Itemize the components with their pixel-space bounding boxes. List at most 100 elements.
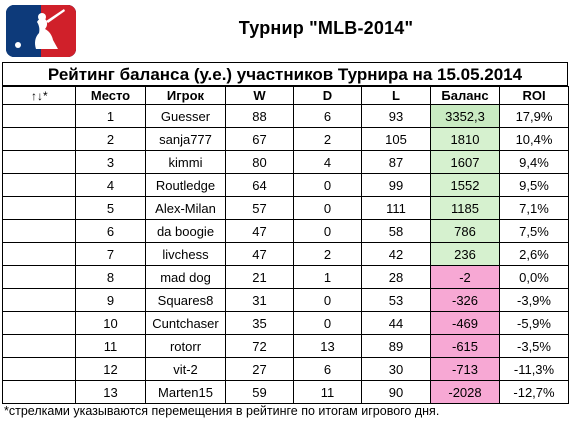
row-arrow (2, 127, 76, 151)
row-roi: 7,5% (499, 219, 569, 243)
column-header-losses[interactable]: L (361, 86, 431, 105)
page-title: Турнир "MLB-2014" (238, 18, 414, 38)
row-place: 12 (75, 357, 146, 381)
row-draws: 11 (293, 380, 362, 404)
row-wins: 47 (225, 219, 294, 243)
row-place: 5 (75, 196, 146, 220)
column-header-roi[interactable]: ROI (499, 86, 569, 105)
row-balance: -615 (430, 334, 500, 358)
column-header-player[interactable]: Игрок (145, 86, 226, 105)
row-losses: 99 (361, 173, 431, 197)
row-balance: 3352,3 (430, 104, 500, 128)
column-header-place[interactable]: Место (75, 86, 146, 105)
table-header-row: ↑↓* Место Игрок W D L Баланс ROI (2, 86, 569, 105)
rating-table: ↑↓* Место Игрок W D L Баланс ROI 1 Guesse… (2, 86, 569, 404)
row-arrow (2, 242, 76, 266)
row-losses: 30 (361, 357, 431, 381)
table-row: 7 livchess 47 2 42 236 2,6% (2, 242, 569, 266)
row-balance: -469 (430, 311, 500, 335)
table-row: 2 sanja777 67 2 105 1810 10,4% (2, 127, 569, 151)
row-balance: 1185 (430, 196, 500, 220)
column-header-arrows[interactable]: ↑↓* (2, 86, 76, 105)
column-header-balance[interactable]: Баланс (430, 86, 500, 105)
row-draws: 1 (293, 265, 362, 289)
row-roi: 0,0% (499, 265, 569, 289)
table-row: 5 Alex-Milan 57 0 111 1185 7,1% (2, 196, 569, 220)
rating-subtitle: Рейтинг баланса (у.е.) участников Турнир… (2, 62, 568, 86)
row-losses: 44 (361, 311, 431, 335)
row-place: 3 (75, 150, 146, 174)
row-draws: 4 (293, 150, 362, 174)
row-player: sanja777 (145, 127, 226, 151)
footnote: *стрелками указываются перемещения в рей… (4, 404, 440, 418)
row-wins: 72 (225, 334, 294, 358)
row-arrow (2, 150, 76, 174)
row-losses: 53 (361, 288, 431, 312)
row-place: 7 (75, 242, 146, 266)
row-roi: -3,9% (499, 288, 569, 312)
row-draws: 0 (293, 311, 362, 335)
table-row: 1 Guesser 88 6 93 3352,3 17,9% (2, 104, 569, 128)
row-place: 11 (75, 334, 146, 358)
row-place: 2 (75, 127, 146, 151)
row-player: Routledge (145, 173, 226, 197)
table-row: 4 Routledge 64 0 99 1552 9,5% (2, 173, 569, 197)
column-header-wins[interactable]: W (225, 86, 294, 105)
row-wins: 67 (225, 127, 294, 151)
row-player: Cuntchaser (145, 311, 226, 335)
row-arrow (2, 173, 76, 197)
row-balance: -2 (430, 265, 500, 289)
row-place: 10 (75, 311, 146, 335)
row-draws: 0 (293, 196, 362, 220)
row-losses: 111 (361, 196, 431, 220)
row-roi: -3,5% (499, 334, 569, 358)
row-wins: 57 (225, 196, 294, 220)
row-player: Alex-Milan (145, 196, 226, 220)
row-losses: 90 (361, 380, 431, 404)
row-player: kimmi (145, 150, 226, 174)
row-arrow (2, 357, 76, 381)
row-roi: -5,9% (499, 311, 569, 335)
column-header-draws[interactable]: D (293, 86, 362, 105)
row-player: livchess (145, 242, 226, 266)
table-row: 3 kimmi 80 4 87 1607 9,4% (2, 150, 569, 174)
row-place: 13 (75, 380, 146, 404)
row-losses: 42 (361, 242, 431, 266)
row-balance: 236 (430, 242, 500, 266)
row-balance: 786 (430, 219, 500, 243)
table-row: 8 mad dog 21 1 28 -2 0,0% (2, 265, 569, 289)
row-place: 8 (75, 265, 146, 289)
row-roi: 9,4% (499, 150, 569, 174)
row-draws: 0 (293, 173, 362, 197)
row-wins: 64 (225, 173, 294, 197)
row-roi: 2,6% (499, 242, 569, 266)
table-row: 6 da boogie 47 0 58 786 7,5% (2, 219, 569, 243)
row-player: Marten15 (145, 380, 226, 404)
row-place: 6 (75, 219, 146, 243)
row-losses: 89 (361, 334, 431, 358)
row-draws: 6 (293, 104, 362, 128)
row-draws: 13 (293, 334, 362, 358)
row-balance: -2028 (430, 380, 500, 404)
row-balance: 1607 (430, 150, 500, 174)
row-place: 1 (75, 104, 146, 128)
row-balance: 1552 (430, 173, 500, 197)
row-arrow (2, 196, 76, 220)
table-row: 12 vit-2 27 6 30 -713 -11,3% (2, 357, 569, 381)
table-row: 10 Cuntchaser 35 0 44 -469 -5,9% (2, 311, 569, 335)
row-wins: 27 (225, 357, 294, 381)
row-arrow (2, 380, 76, 404)
row-player: mad dog (145, 265, 226, 289)
row-arrow (2, 311, 76, 335)
row-arrow (2, 104, 76, 128)
row-player: rotorr (145, 334, 226, 358)
table-row: 9 Squares8 31 0 53 -326 -3,9% (2, 288, 569, 312)
row-wins: 31 (225, 288, 294, 312)
row-wins: 35 (225, 311, 294, 335)
row-place: 9 (75, 288, 146, 312)
row-arrow (2, 219, 76, 243)
row-roi: -12,7% (499, 380, 569, 404)
row-wins: 21 (225, 265, 294, 289)
row-arrow (2, 265, 76, 289)
row-draws: 2 (293, 242, 362, 266)
